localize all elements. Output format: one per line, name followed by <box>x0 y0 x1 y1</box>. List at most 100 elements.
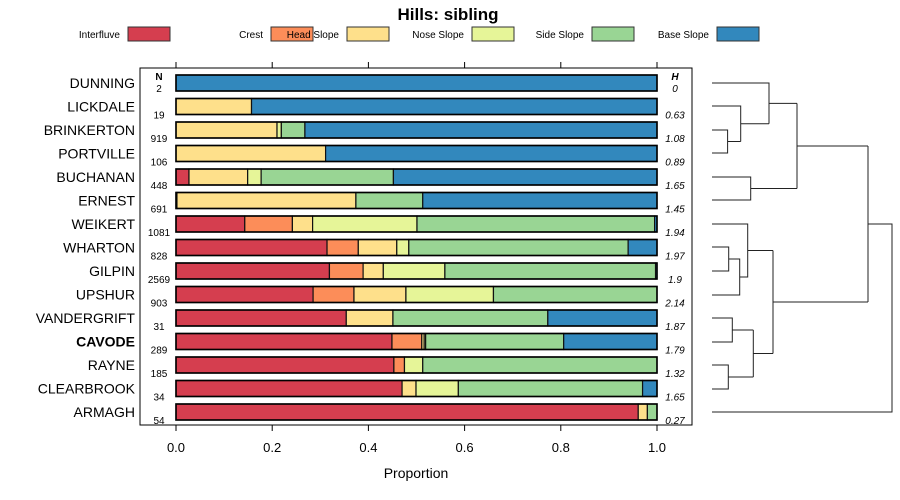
row-portville: PORTVILLE 106 0.89 <box>58 144 685 169</box>
row-rayne: RAYNE 185 1.32 <box>88 356 685 380</box>
h-value: 1.45 <box>665 205 685 216</box>
bar-outline <box>175 215 658 233</box>
bar-segment-interfluve <box>175 215 246 233</box>
bar-segment-base-slope <box>324 144 658 163</box>
n-value: 34 <box>153 393 165 404</box>
n-value: 2 <box>156 84 162 95</box>
legend-swatch-head-slope <box>346 26 390 42</box>
n-value: 448 <box>151 181 168 192</box>
row-label: GILPIN <box>89 263 135 279</box>
bar-segment-head-slope <box>291 215 314 233</box>
x-tick-label: 1.0 <box>648 440 666 455</box>
bar-segment-head-slope <box>362 262 384 280</box>
bar-segment-crest <box>393 356 406 374</box>
bar-segment-base-slope <box>392 168 658 186</box>
h-value: 0 <box>672 84 678 95</box>
h-value: 0.27 <box>665 416 685 427</box>
h-value: 2.14 <box>664 299 685 310</box>
bar-segment-side-slope <box>392 309 549 327</box>
h-value: 1.87 <box>665 322 685 333</box>
bar-segment-nose-slope <box>396 238 410 257</box>
row-label: PORTVILLE <box>58 146 135 162</box>
n-value: 106 <box>151 158 168 169</box>
h-value: 1.32 <box>665 369 685 380</box>
row-brinkerton: BRINKERTON 919 1.08 <box>44 121 685 145</box>
legend-swatch-interfluve <box>127 26 171 42</box>
row-lickdale: LICKDALE 19 0.63 <box>67 97 685 122</box>
bar-outline <box>175 379 658 398</box>
bar-segment-interfluve <box>175 262 331 280</box>
legend: Interfluve Crest Head Slope Nose Slope Side … <box>79 26 760 42</box>
bar-outline <box>175 356 658 374</box>
bar-segment-side-slope <box>355 191 424 210</box>
h-value: 1.79 <box>665 346 685 357</box>
bar-segment-base-slope <box>563 332 658 351</box>
dendrogram <box>712 82 893 413</box>
bar-outline <box>175 262 658 280</box>
bar-outline <box>175 403 658 421</box>
row-label: ARMAGH <box>74 404 135 420</box>
row-label: DUNNING <box>70 75 135 91</box>
row-vandergrift: VANDERGRIFT 31 1.87 <box>36 309 685 333</box>
bar-outline <box>175 309 658 327</box>
bar-outline <box>175 168 658 186</box>
h-value: 1.65 <box>665 393 685 404</box>
x-tick-label: 0.8 <box>552 440 570 455</box>
plot-panel <box>139 67 693 426</box>
bar-segment-interfluve <box>175 332 393 351</box>
n-header: N <box>155 72 162 83</box>
bar-segment-head-slope <box>175 97 253 116</box>
row-label: ERNEST <box>78 193 135 209</box>
bar-segment-nose-slope <box>247 168 262 186</box>
bar-segment-interfluve <box>175 285 314 304</box>
row-gilpin: GILPIN 2569 1.9 <box>89 262 682 286</box>
bar-segment-base-slope <box>250 97 658 116</box>
n-value: 2569 <box>148 275 171 286</box>
row-label: CLEARBROOK <box>38 381 136 397</box>
n-value: 828 <box>151 252 168 263</box>
h-value: 0.63 <box>665 111 685 122</box>
bar-segment-head-slope <box>175 144 327 163</box>
bar-segment-nose-slope <box>276 121 282 139</box>
legend-swatch-base-slope <box>716 26 760 42</box>
chart-title: Hills: sibling <box>397 5 498 24</box>
n-value: 1081 <box>148 228 171 239</box>
bar-segment-interfluve <box>175 309 347 327</box>
bar-segment-side-slope <box>408 238 629 257</box>
bar-segment-side-slope <box>425 332 565 351</box>
bar-outline <box>175 285 658 304</box>
row-label: RAYNE <box>88 357 135 373</box>
h-value: 1.08 <box>665 134 685 145</box>
bar-outline <box>175 97 658 116</box>
row-label: UPSHUR <box>76 287 135 303</box>
n-value: 289 <box>151 346 168 357</box>
h-value: 0.89 <box>665 158 685 169</box>
row-label: BRINKERTON <box>44 122 135 138</box>
bar-segment-head-slope <box>176 191 357 210</box>
row-label: LICKDALE <box>67 99 135 115</box>
bar-outline <box>175 121 658 139</box>
x-axis-label: Proportion <box>384 465 449 481</box>
bar-segment-crest <box>244 215 294 233</box>
n-value: 19 <box>153 111 165 122</box>
bar-segment-crest <box>312 285 355 304</box>
x-tick-label: 0.2 <box>263 440 281 455</box>
h-value: 1.97 <box>665 252 685 263</box>
bar-segment-base-slope <box>627 238 658 257</box>
row-label: WHARTON <box>63 240 135 256</box>
bar-segment-nose-slope <box>415 379 459 398</box>
bar-segment-head-slope <box>188 168 249 186</box>
n-value: 185 <box>151 369 168 380</box>
bar-outline <box>175 332 658 351</box>
row-cavode: CAVODE 289 1.79 <box>76 332 685 357</box>
bar-segment-crest <box>391 332 423 351</box>
row-upshur: UPSHUR 903 2.14 <box>76 285 685 310</box>
n-value: 54 <box>153 416 165 427</box>
bar-segment-side-slope <box>457 379 644 398</box>
bar-segment-interfluve <box>175 238 328 257</box>
bar-outline <box>175 191 658 210</box>
h-value: 1.9 <box>668 275 682 286</box>
bar-segment-head-slope <box>175 121 278 139</box>
bar-segment-interfluve <box>175 403 639 421</box>
bar-segment-head-slope <box>401 379 417 398</box>
